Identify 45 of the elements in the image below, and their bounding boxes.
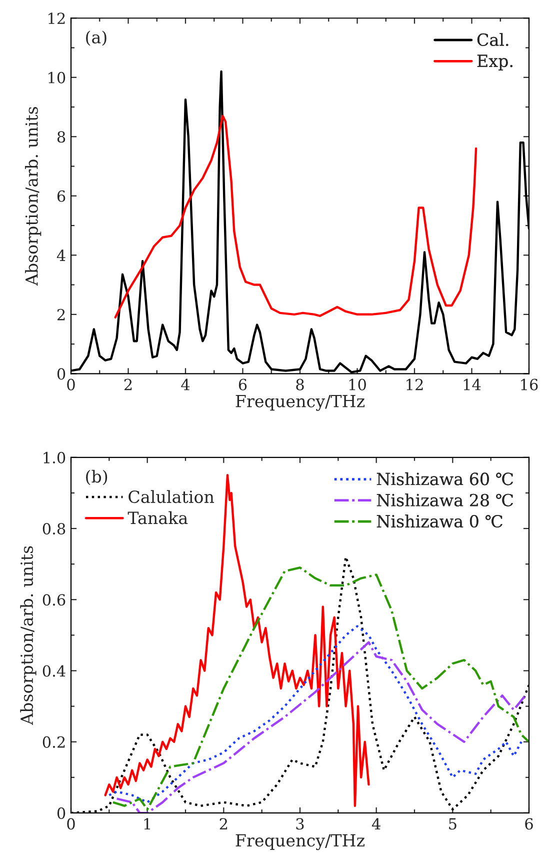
annotation: (a) — [86, 30, 106, 46]
legend-label: Cal. — [477, 33, 508, 46]
y-tick-label: 0.6 — [42, 594, 66, 606]
y-tick-label: 0.4 — [42, 665, 66, 677]
y-axis-title: Absorption/arb. units — [25, 106, 42, 286]
legend-label: Exp. — [477, 54, 512, 70]
x-tick-label: 1 — [144, 818, 150, 830]
legend-label: Nishizawa 28 ℃ — [376, 494, 513, 506]
y-tick-label: 6 — [57, 190, 66, 202]
legend-label: Nishizawa 60 ℃ — [376, 472, 513, 486]
x-tick-label: 10 — [349, 378, 366, 390]
x-tick-label: 0 — [67, 378, 75, 390]
x-axis-title: Frequency/THz — [236, 394, 364, 411]
y-tick-label: 0 — [57, 368, 66, 380]
x-tick-label: 2 — [220, 818, 228, 830]
x-tick-label: 12 — [406, 378, 423, 390]
x-tick-label: 2 — [124, 378, 132, 390]
x-tick-label: 16 — [521, 378, 538, 390]
y-tick-label: 12 — [48, 12, 65, 24]
x-tick-label: 4 — [372, 818, 380, 830]
annotation: (b) — [86, 470, 108, 486]
y-tick-label: 0.2 — [42, 736, 65, 748]
y-tick-label: 0.8 — [42, 522, 66, 535]
legend-label: Nishizawa 0 ℃ — [376, 514, 502, 528]
y-tick-label: 4 — [56, 250, 66, 261]
x-tick-label: 6 — [525, 818, 533, 830]
x-tick-label: 6 — [238, 378, 247, 390]
x-tick-label: 0 — [67, 818, 75, 830]
y-tick-label: 2 — [57, 308, 65, 320]
y-tick-label: 10 — [48, 72, 66, 84]
legend-label: Calulation — [128, 490, 214, 504]
x-tick-label: 8 — [296, 378, 304, 390]
y-tick-label: 1.0 — [44, 452, 66, 464]
y-axis-title: Absorption/arb. units — [20, 546, 36, 726]
line-series — [108, 625, 522, 804]
legend-label: Tanaka — [128, 511, 188, 524]
x-tick-label: 14 — [464, 378, 481, 390]
y-tick-label: 0 — [57, 807, 66, 819]
y-tick-label: 8 — [57, 131, 66, 143]
line-series — [114, 114, 478, 318]
x-tick-label: 5 — [449, 818, 456, 830]
line-series — [116, 641, 526, 813]
x-tick-label: 3 — [296, 818, 304, 830]
x-tick-label: 4 — [181, 378, 190, 390]
x-axis-title: Frequency/THz — [236, 834, 364, 850]
